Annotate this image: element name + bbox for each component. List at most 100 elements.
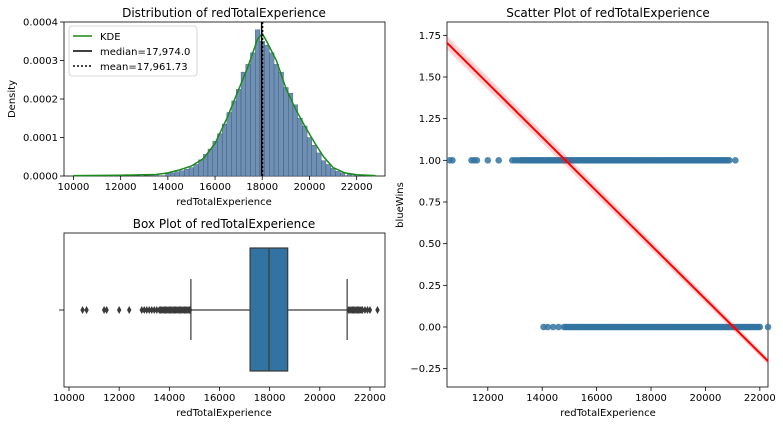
histogram-bar — [335, 171, 341, 177]
histogram-bar — [245, 64, 251, 177]
y-tick-label: 0.25 — [419, 281, 441, 292]
x-tick-label: 16000 — [204, 393, 236, 404]
boxplot-body — [80, 247, 380, 372]
x-tick-label: 12000 — [105, 182, 137, 193]
scatter-point — [549, 323, 557, 331]
scatter-point — [764, 323, 772, 331]
y-tick-label: 0.00 — [419, 323, 441, 334]
histogram-bar — [231, 100, 237, 177]
histogram-x-label: redTotalExperience — [176, 197, 272, 208]
histogram-bar — [306, 137, 312, 177]
histogram-bar — [340, 172, 346, 177]
histogram-bar — [264, 44, 270, 177]
scatter-point — [732, 157, 739, 164]
outlier-point — [362, 306, 368, 314]
boxplot-panel: Box Plot of redTotalExperience 10000 1200… — [53, 217, 386, 419]
histogram-bar — [292, 104, 298, 177]
histogram-bars — [70, 29, 369, 177]
x-tick-label: 18000 — [246, 182, 278, 193]
scatter-y-label: blueWins — [395, 182, 406, 228]
histogram-bar — [240, 71, 246, 177]
histogram-bar — [330, 168, 336, 177]
outlier-point — [127, 306, 132, 314]
histogram-bar — [347, 174, 353, 177]
outlier-point — [116, 306, 122, 314]
scatter-point — [473, 157, 481, 164]
scatter-point — [449, 157, 456, 164]
y-tick-label: 0.50 — [419, 239, 441, 250]
histogram-bar — [188, 167, 194, 177]
boxplot-x-label: redTotalExperience — [176, 408, 272, 419]
y-tick-label: 1.75 — [419, 31, 441, 42]
histogram-bar — [278, 71, 284, 177]
x-tick-label: 12000 — [472, 393, 504, 404]
outlier-point — [80, 306, 85, 314]
x-tick-label: 12000 — [103, 393, 135, 404]
histogram-x-ticks: 10000 12000 14000 16000 18000 20000 22000 — [58, 176, 373, 193]
histogram-bar — [184, 168, 190, 177]
outlier-point — [152, 306, 157, 314]
kde-line — [73, 32, 376, 177]
outlier-point — [147, 306, 152, 314]
legend-kde-label: KDE — [100, 32, 121, 43]
y-tick-label: 0.75 — [419, 198, 441, 209]
histogram-bar — [193, 164, 199, 177]
legend-median-label: median=17,974.0 — [100, 47, 190, 58]
outlier-point — [149, 306, 154, 314]
histogram-bar — [288, 93, 294, 177]
x-tick-label: 22000 — [744, 393, 776, 404]
scatter-y-ticks: −0.25 0.00 0.25 0.50 0.75 1.00 1.25 1.50 1.75 — [410, 31, 447, 375]
x-tick-label: 22000 — [341, 182, 373, 193]
histogram-bar — [283, 87, 289, 177]
histogram-bar — [269, 52, 275, 177]
histogram-legend: KDE median=17,974.0 mean=17,961.73 — [68, 25, 198, 77]
outlier-point — [84, 306, 89, 314]
scatter-point — [495, 157, 502, 164]
outlier-point — [101, 306, 107, 314]
histogram-bar — [321, 160, 327, 177]
y-tick-label: 1.25 — [419, 114, 441, 125]
scatter-x-label: redTotalExperience — [560, 408, 656, 419]
scatter-point — [484, 157, 492, 164]
histogram-bar — [179, 170, 185, 177]
scatter-x-ticks: 12000 14000 16000 18000 20000 22000 — [472, 387, 776, 404]
outlier-point — [365, 306, 370, 314]
y-tick-label: −0.25 — [410, 364, 441, 375]
scatter-title: Scatter Plot of redTotalExperience — [506, 6, 710, 20]
outlier-point — [375, 306, 380, 314]
x-tick-label: 20000 — [304, 393, 336, 404]
outlier-point — [187, 306, 193, 314]
histogram-bar — [255, 29, 261, 177]
regression-line — [446, 36, 769, 365]
y-tick-label: 0.0004 — [23, 18, 58, 29]
outlier-point — [104, 306, 109, 314]
histogram-title: Distribution of redTotalExperience — [122, 6, 326, 20]
histogram-bar — [170, 172, 176, 177]
histogram-bar — [311, 145, 317, 177]
x-tick-label: 16000 — [581, 393, 613, 404]
scatter-points — [446, 157, 772, 331]
histogram-y-ticks: 0.0000 0.0001 0.0002 0.0003 0.0004 — [23, 18, 64, 183]
outlier-point — [139, 306, 144, 314]
histogram-bar — [226, 112, 232, 177]
regression-fit-line — [446, 42, 769, 362]
histogram-bar — [325, 164, 331, 177]
scatter-point — [555, 323, 562, 331]
legend-box — [68, 25, 198, 77]
x-tick-label: 18000 — [635, 393, 667, 404]
x-tick-label: 20000 — [294, 182, 326, 193]
scatter-point — [544, 323, 551, 331]
legend-mean-label: mean=17,961.73 — [100, 62, 188, 73]
outlier-point — [144, 306, 149, 314]
histogram-bar — [273, 64, 279, 177]
x-tick-label: 22000 — [354, 393, 386, 404]
x-tick-label: 14000 — [152, 182, 184, 193]
histogram-bar — [316, 152, 322, 177]
histogram-bar — [174, 171, 180, 177]
outlier-point — [154, 306, 159, 314]
x-tick-label: 14000 — [526, 393, 558, 404]
x-tick-label: 18000 — [254, 393, 286, 404]
y-tick-label: 1.50 — [419, 73, 441, 84]
histogram-bar — [221, 123, 228, 177]
